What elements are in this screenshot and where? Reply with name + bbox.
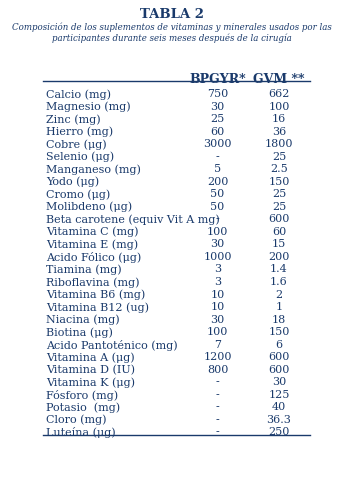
Text: 200: 200 xyxy=(268,252,290,262)
Text: 25: 25 xyxy=(272,202,286,212)
Text: 50: 50 xyxy=(211,202,225,212)
Text: 600: 600 xyxy=(268,365,290,375)
Text: Molibdeno (μg): Molibdeno (μg) xyxy=(46,202,132,212)
Text: Niacina (mg): Niacina (mg) xyxy=(46,314,119,325)
Text: Potasio  (mg): Potasio (mg) xyxy=(46,402,120,413)
Text: 25: 25 xyxy=(211,114,225,124)
Text: 600: 600 xyxy=(268,352,290,362)
Text: Biotina (μg): Biotina (μg) xyxy=(46,327,112,338)
Text: 10: 10 xyxy=(211,290,225,300)
Text: 60: 60 xyxy=(272,227,286,237)
Text: Vitamina C (mg): Vitamina C (mg) xyxy=(46,227,138,237)
Text: Vitamina B12 (ug): Vitamina B12 (ug) xyxy=(46,302,149,312)
Text: Magnesio (mg): Magnesio (mg) xyxy=(46,102,130,112)
Text: 1000: 1000 xyxy=(203,252,232,262)
Text: 1200: 1200 xyxy=(203,352,232,362)
Text: Vitamina K (μg): Vitamina K (μg) xyxy=(46,378,135,388)
Text: 60: 60 xyxy=(211,126,225,136)
Text: 2.5: 2.5 xyxy=(270,164,288,174)
Text: 600: 600 xyxy=(268,214,290,224)
Text: Acido Pantoténico (mg): Acido Pantoténico (mg) xyxy=(46,340,177,350)
Text: 800: 800 xyxy=(207,365,228,375)
Text: Zinc (mg): Zinc (mg) xyxy=(46,114,100,124)
Text: 100: 100 xyxy=(207,227,228,237)
Text: 150: 150 xyxy=(268,327,290,337)
Text: 5: 5 xyxy=(214,164,221,174)
Text: 25: 25 xyxy=(272,152,286,162)
Text: 3: 3 xyxy=(214,277,221,287)
Text: 200: 200 xyxy=(207,176,228,186)
Text: 10: 10 xyxy=(211,302,225,312)
Text: Vitamina E (mg): Vitamina E (mg) xyxy=(46,240,138,250)
Text: 18: 18 xyxy=(272,314,286,324)
Text: Vitamina A (μg): Vitamina A (μg) xyxy=(46,352,134,363)
Text: Fósforo (mg): Fósforo (mg) xyxy=(46,390,118,401)
Text: Luteína (μg): Luteína (μg) xyxy=(46,428,115,438)
Text: Cobre (μg): Cobre (μg) xyxy=(46,139,106,149)
Text: -: - xyxy=(216,214,219,224)
Text: 3: 3 xyxy=(214,264,221,274)
Text: 30: 30 xyxy=(211,240,225,250)
Text: 6: 6 xyxy=(276,340,282,349)
Text: Cloro (mg): Cloro (mg) xyxy=(46,415,106,426)
Text: 125: 125 xyxy=(268,390,290,400)
Text: Cromo (μg): Cromo (μg) xyxy=(46,190,110,200)
Text: 2: 2 xyxy=(276,290,282,300)
Text: 250: 250 xyxy=(268,428,290,438)
Text: Composición de los suplementos de vitaminas y minerales usados por las
participa: Composición de los suplementos de vitami… xyxy=(12,22,332,43)
Text: Hierro (mg): Hierro (mg) xyxy=(46,126,113,137)
Text: Tiamina (mg): Tiamina (mg) xyxy=(46,264,121,275)
Text: 662: 662 xyxy=(268,89,290,99)
Text: -: - xyxy=(216,402,219,412)
Text: Beta carotene (equiv Vit A mg): Beta carotene (equiv Vit A mg) xyxy=(46,214,219,225)
Text: -: - xyxy=(216,152,219,162)
Text: TABLA 2: TABLA 2 xyxy=(140,8,204,20)
Text: GVM **: GVM ** xyxy=(253,74,305,86)
Text: 1.4: 1.4 xyxy=(270,264,288,274)
Text: 30: 30 xyxy=(211,102,225,112)
Text: 3000: 3000 xyxy=(203,139,232,149)
Text: Yodo (μg): Yodo (μg) xyxy=(46,176,99,188)
Text: 16: 16 xyxy=(272,114,286,124)
Text: -: - xyxy=(216,428,219,438)
Text: -: - xyxy=(216,378,219,388)
Text: 7: 7 xyxy=(214,340,221,349)
Text: 25: 25 xyxy=(272,190,286,200)
Text: 36.3: 36.3 xyxy=(267,415,291,425)
Text: 15: 15 xyxy=(272,240,286,250)
Text: 750: 750 xyxy=(207,89,228,99)
Text: 100: 100 xyxy=(207,327,228,337)
Text: Manganeso (mg): Manganeso (mg) xyxy=(46,164,141,175)
Text: 1.6: 1.6 xyxy=(270,277,288,287)
Text: 30: 30 xyxy=(272,378,286,388)
Text: 1800: 1800 xyxy=(265,139,293,149)
Text: 150: 150 xyxy=(268,176,290,186)
Text: BPGYR*: BPGYR* xyxy=(189,74,246,86)
Text: Riboflavina (mg): Riboflavina (mg) xyxy=(46,277,139,287)
Text: -: - xyxy=(216,415,219,425)
Text: 50: 50 xyxy=(211,190,225,200)
Text: 40: 40 xyxy=(272,402,286,412)
Text: 100: 100 xyxy=(268,102,290,112)
Text: 30: 30 xyxy=(211,314,225,324)
Text: 36: 36 xyxy=(272,126,286,136)
Text: Acido Fólico (μg): Acido Fólico (μg) xyxy=(46,252,141,263)
Text: Vitamina D (IU): Vitamina D (IU) xyxy=(46,365,135,375)
Text: -: - xyxy=(216,390,219,400)
Text: 1: 1 xyxy=(276,302,282,312)
Text: Calcio (mg): Calcio (mg) xyxy=(46,89,111,100)
Text: Vitamina B6 (mg): Vitamina B6 (mg) xyxy=(46,290,145,300)
Text: Selenio (μg): Selenio (μg) xyxy=(46,152,114,162)
